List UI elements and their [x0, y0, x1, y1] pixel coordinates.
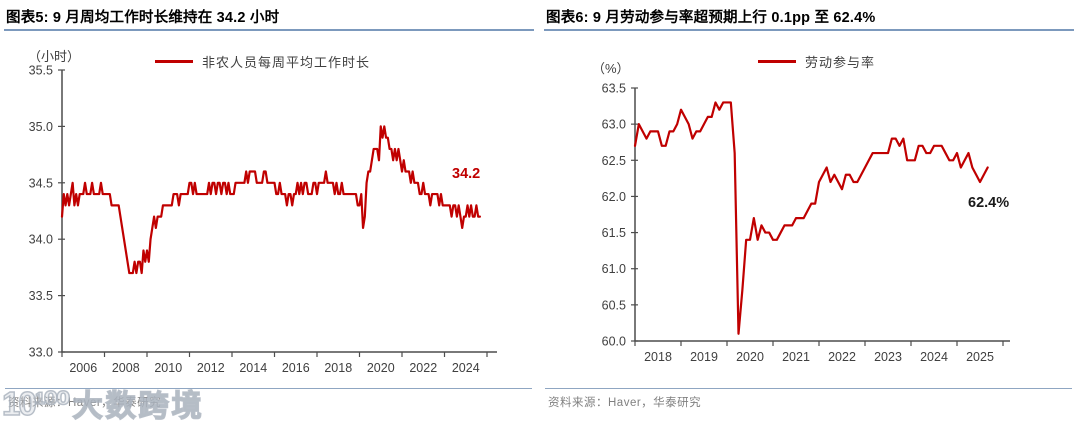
svg-text:2014: 2014: [239, 361, 267, 375]
svg-text:61.0: 61.0: [602, 262, 626, 276]
svg-text:2010: 2010: [154, 361, 182, 375]
legend: 非农人员每周平均工作时长: [155, 52, 370, 71]
series-line: [60, 125, 482, 275]
svg-text:33.0: 33.0: [29, 346, 53, 360]
svg-text:2020: 2020: [367, 361, 395, 375]
data-series: [633, 101, 989, 335]
svg-text:60.5: 60.5: [602, 298, 626, 312]
svg-text:33.5: 33.5: [29, 289, 53, 303]
axes: [631, 87, 1010, 346]
svg-text:35.5: 35.5: [29, 64, 53, 78]
svg-text:60.0: 60.0: [602, 335, 626, 349]
last-value-annotation: 34.2: [452, 166, 481, 182]
title-underline: [544, 29, 1074, 31]
y-axis-unit-label: （%）: [592, 61, 630, 76]
legend-label: 劳动参与率: [805, 55, 876, 70]
svg-text:62.5: 62.5: [602, 154, 626, 168]
svg-text:2018: 2018: [324, 361, 352, 375]
svg-text:2021: 2021: [782, 350, 810, 364]
svg-text:2022: 2022: [828, 350, 856, 364]
title-underline: [4, 29, 534, 31]
svg-text:2008: 2008: [112, 361, 140, 375]
legend-label: 非农人员每周平均工作时长: [202, 55, 371, 70]
svg-text:2023: 2023: [874, 350, 902, 364]
svg-text:63.5: 63.5: [602, 82, 626, 96]
svg-text:35.0: 35.0: [29, 120, 53, 134]
svg-text:61.5: 61.5: [602, 226, 626, 240]
watermark: 10¹⁰⁰ 大数跨境: [1, 381, 205, 425]
source-text: 资料来源：Haver，华泰研究: [8, 397, 162, 409]
svg-text:2024: 2024: [920, 350, 948, 364]
svg-text:2018: 2018: [644, 350, 672, 364]
line-chart-weekly-hours: 33.0 33.5 34.0 34.5 35.0 35.5 2006 2008 2010 2012…: [29, 64, 497, 376]
legend-line-marker-icon: [758, 60, 796, 63]
svg-text:2019: 2019: [690, 350, 718, 364]
svg-text:2006: 2006: [69, 361, 97, 375]
svg-text:2025: 2025: [966, 350, 994, 364]
svg-text:2022: 2022: [409, 361, 437, 375]
svg-text:63.0: 63.0: [602, 118, 626, 132]
source-text: 资料来源：Haver，华泰研究: [548, 397, 702, 409]
svg-text:62.0: 62.0: [602, 190, 626, 204]
tick-labels: 60.0 60.5 61.0 61.5 62.0 62.5 63.0 63.5 2018 2019…: [602, 82, 994, 365]
data-series: [60, 125, 482, 275]
tick-labels: 33.0 33.5 34.0 34.5 35.0 35.5 2006 2008 2010 2012…: [29, 64, 480, 376]
figure-5-title: 图表5: 9 月周均工作时长维持在 34.2 小时: [6, 10, 280, 26]
last-value-annotation: 62.4%: [968, 195, 1010, 211]
axes: [58, 69, 497, 357]
line-chart-participation-rate: 60.0 60.5 61.0 61.5 62.0 62.5 63.0 63.5 2018 2019…: [602, 82, 1010, 365]
svg-text:2020: 2020: [736, 350, 764, 364]
svg-text:2012: 2012: [197, 361, 225, 375]
figure-5-panel: 图表5: 9 月周均工作时长维持在 34.2 小时 （小时） 非农人员每周平均工…: [0, 0, 540, 420]
svg-text:34.0: 34.0: [29, 233, 53, 247]
svg-text:2016: 2016: [282, 361, 310, 375]
source-divider: [545, 388, 1072, 389]
series-line: [633, 101, 989, 335]
svg-text:2024: 2024: [452, 361, 480, 375]
legend-line-marker-icon: [155, 60, 193, 63]
legend: 劳动参与率: [758, 52, 875, 71]
y-axis-unit-label: （小时）: [28, 49, 81, 64]
watermark-logo-icon: 10¹⁰⁰: [1, 384, 71, 423]
source-divider: [5, 388, 532, 389]
figure-6-panel: 图表6: 9 月劳动参与率超预期上行 0.1pp 至 62.4% （%） 劳动参…: [540, 0, 1080, 420]
watermark-text: 大数跨境: [72, 389, 205, 424]
figure-6-title: 图表6: 9 月劳动参与率超预期上行 0.1pp 至 62.4%: [546, 10, 876, 26]
svg-text:34.5: 34.5: [29, 176, 53, 190]
